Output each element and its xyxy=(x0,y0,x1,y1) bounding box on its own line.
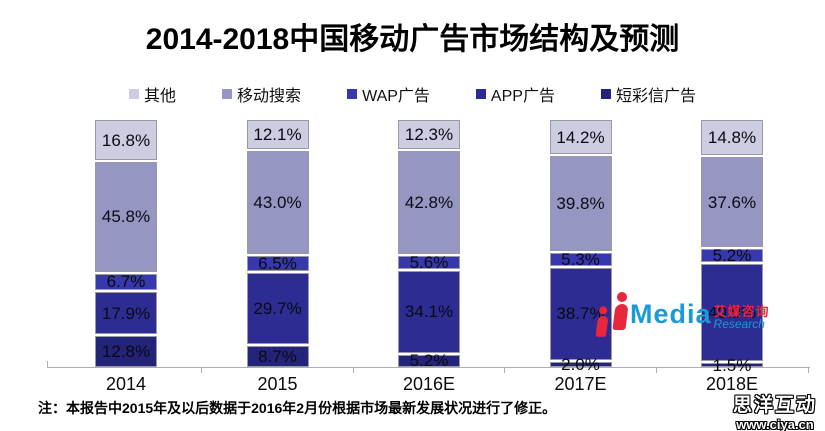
bar-segment: 6.7% xyxy=(95,272,157,292)
ciya-watermark-name: 思洋互动 xyxy=(732,395,817,416)
data-label: 14.2% xyxy=(556,127,605,147)
x-axis-label: 2015 xyxy=(257,374,298,394)
data-label: 42.8% xyxy=(404,193,454,213)
bar-segment: 42.8% xyxy=(398,151,460,254)
legend-swatch xyxy=(222,89,233,99)
bar-segment: 5.2% xyxy=(398,351,460,371)
bar-segment: 38.7% xyxy=(549,267,612,361)
stacked-bar-2017E: 14.2% 39.8% 5.3% 38.7% 2.0% xyxy=(549,120,612,373)
chart-legend: 其他 移动搜索 WAP广告 APP广告 短彩信广告 xyxy=(0,82,825,106)
bar-segment: 1.5% xyxy=(701,357,763,374)
data-label: 16.8% xyxy=(101,130,151,150)
data-label: 12.3% xyxy=(404,125,454,145)
imedia-logo-right: 艾媒咨询 Research xyxy=(714,305,770,332)
ciya-watermark: 思洋互动 www.ciya.cn xyxy=(733,390,817,431)
stacked-bar-2015: 12.1% 43.0% 6.5% 29.7% 8.7% xyxy=(246,120,309,367)
data-label: 14.8% xyxy=(707,128,757,148)
imedia-logo-text: Media xyxy=(630,299,712,329)
imedia-logo-chinese: 艾媒咨询 xyxy=(713,304,770,319)
legend-item: APP广告 xyxy=(475,82,555,106)
bar-segment: 12.8% xyxy=(95,336,157,367)
x-axis-line xyxy=(47,367,810,368)
data-label: 40.9% xyxy=(707,303,757,323)
bar-segment: 34.1% xyxy=(398,271,460,353)
footnote: 注：本报告中2015年及以后数据于2016年2月份根据市场最新发展状况进行了修正… xyxy=(38,400,557,416)
bar-segment: 5.3% xyxy=(549,249,612,269)
axis-tick xyxy=(655,368,657,373)
axis-tick xyxy=(807,368,809,373)
bar-segment: 29.7% xyxy=(246,273,309,345)
bar-segment: 12.1% xyxy=(246,120,309,149)
legend-swatch xyxy=(600,89,611,99)
data-label: 17.9% xyxy=(101,303,151,323)
bar-segment: 39.8% xyxy=(549,155,612,252)
legend-swatch xyxy=(347,89,358,99)
bar-segment: 5.6% xyxy=(398,252,460,272)
bar-segment: 16.8% xyxy=(95,120,157,161)
bar-segment: 17.9% xyxy=(95,291,157,335)
legend-label: 短彩信广告 xyxy=(615,88,696,105)
bar-segment: 37.6% xyxy=(701,157,763,248)
bar-segment: 5.2% xyxy=(701,245,763,265)
bar-segment: 14.8% xyxy=(701,120,763,156)
bar-segment: 43.0% xyxy=(246,150,309,254)
legend-label: 移动搜索 xyxy=(237,88,302,105)
data-label: 6.7% xyxy=(106,272,146,292)
bar-segment: 45.8% xyxy=(95,162,157,272)
stacked-bar-2014: 16.8% 45.8% 6.7% 17.9% 12.8% xyxy=(95,120,157,367)
chart-title: 2014-2018中国移动广告市场结构及预测 xyxy=(145,23,680,56)
legend-swatch xyxy=(475,89,486,99)
bar-segment: 8.7% xyxy=(246,346,309,367)
legend-item: 移动搜索 xyxy=(222,82,301,106)
data-label: 5.2% xyxy=(712,245,752,265)
data-label: 12.8% xyxy=(101,342,151,362)
axis-tick xyxy=(352,368,354,373)
imedia-logo-research: Research xyxy=(713,317,765,331)
imedia-watermark: Media 艾媒咨询 Research xyxy=(596,276,776,332)
bar-segment: 14.2% xyxy=(549,120,612,154)
data-label: 6.5% xyxy=(258,253,297,273)
x-axis-label: 2016E xyxy=(402,374,456,394)
legend-item: 短彩信广告 xyxy=(600,82,696,106)
legend-item: WAP广告 xyxy=(347,82,430,106)
data-label: 37.6% xyxy=(707,192,757,212)
axis-tick xyxy=(201,368,202,373)
imedia-person-icon xyxy=(596,306,610,332)
axis-tick xyxy=(47,361,48,367)
axis-tick xyxy=(504,368,505,373)
data-label: 12.1% xyxy=(253,125,302,144)
x-axis-label: 2018E xyxy=(705,374,759,394)
data-label: 39.8% xyxy=(556,194,605,214)
stacked-bar-2016E: 12.3% 42.8% 5.6% 34.1% 5.2% xyxy=(398,120,460,371)
x-axis-label: 2014 xyxy=(105,374,147,394)
bar-segment: 40.9% xyxy=(701,263,763,362)
plot-area: 16.8% 45.8% 6.7% 17.9% 12.8% 12.1% 43.0% 6.5% 29… xyxy=(95,120,763,374)
data-label: 5.2% xyxy=(409,351,449,371)
data-label: 5.6% xyxy=(409,252,449,272)
bar-segment: 12.3% xyxy=(398,120,460,150)
data-label: 34.1% xyxy=(404,302,454,322)
legend-label: WAP广告 xyxy=(362,88,430,105)
data-label: 1.5% xyxy=(712,355,752,375)
data-label: 45.8% xyxy=(101,207,151,227)
stacked-bar-2018E: 14.8% 37.6% 5.2% 40.9% 1.5% xyxy=(701,120,763,374)
ciya-watermark-url: www.ciya.cn xyxy=(736,417,814,431)
legend-swatch xyxy=(129,89,140,99)
bar-segment: 2.0% xyxy=(549,356,612,373)
legend-item: 其他 xyxy=(129,82,176,106)
data-label: 29.7% xyxy=(253,299,302,319)
data-label: 8.7% xyxy=(258,347,297,367)
legend-label: APP广告 xyxy=(490,88,555,105)
imedia-person-icon xyxy=(613,292,630,332)
bar-segment: 6.5% xyxy=(246,253,309,273)
legend-label: 其他 xyxy=(144,88,177,105)
data-label: 2.0% xyxy=(561,355,600,375)
data-label: 43.0% xyxy=(253,192,302,212)
x-axis-label: 2017E xyxy=(554,374,607,394)
data-label: 38.7% xyxy=(556,304,605,324)
data-label: 5.3% xyxy=(561,249,600,269)
